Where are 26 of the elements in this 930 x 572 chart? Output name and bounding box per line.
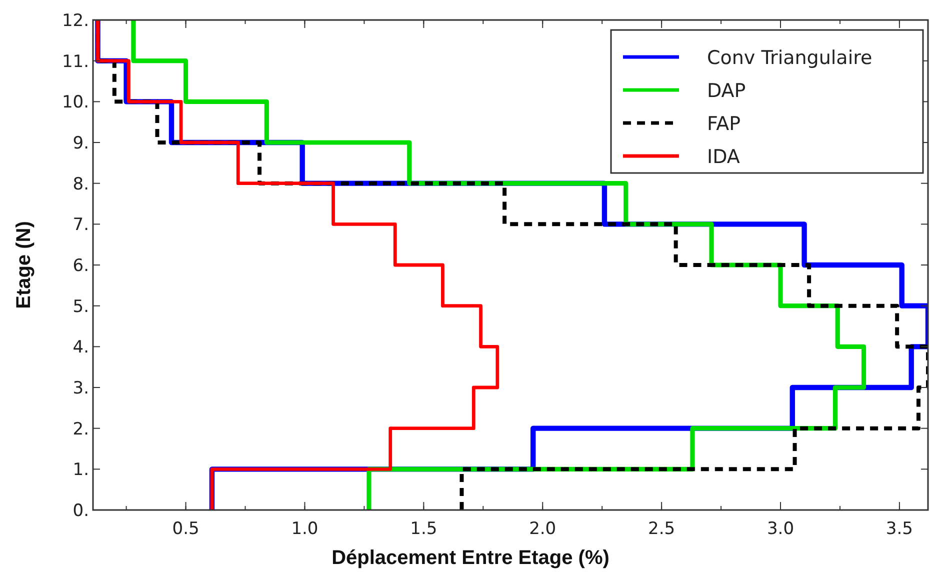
legend-label: IDA bbox=[707, 146, 740, 168]
x-tick-label: 0.5 bbox=[172, 519, 200, 539]
y-tick-label: 2. bbox=[72, 419, 89, 440]
y-tick-label: 6. bbox=[72, 256, 89, 276]
x-tick-label: 3.0 bbox=[766, 519, 794, 539]
legend-label: DAP bbox=[707, 80, 746, 102]
y-tick-label: 11. bbox=[62, 52, 89, 72]
x-tick-label: 1.0 bbox=[291, 519, 318, 539]
y-tick-label: 3. bbox=[72, 378, 89, 398]
y-tick-label: 1. bbox=[72, 460, 89, 480]
y-tick-label: 5. bbox=[72, 296, 89, 317]
x-tick-label: 2.5 bbox=[648, 519, 676, 539]
y-tick-label: 0. bbox=[72, 501, 89, 521]
y-tick-label: 4. bbox=[72, 338, 89, 358]
x-axis-title: Déplacement Entre Etage (%) bbox=[332, 547, 610, 569]
x-tick-label: 2.0 bbox=[529, 519, 556, 539]
y-tick-label: 12. bbox=[62, 11, 89, 31]
y-tick-label: 8. bbox=[72, 174, 89, 194]
legend-label: FAP bbox=[707, 113, 741, 135]
y-tick-label: 7. bbox=[72, 215, 89, 236]
y-tick-label: 9. bbox=[72, 134, 89, 154]
y-axis-title: Etage (N) bbox=[13, 221, 35, 309]
y-tick-label: 10. bbox=[62, 92, 89, 113]
legend-label: Conv Triangulaire bbox=[707, 47, 872, 69]
x-tick-label: 3.5 bbox=[886, 519, 913, 539]
x-tick-label: 1.5 bbox=[410, 519, 438, 539]
